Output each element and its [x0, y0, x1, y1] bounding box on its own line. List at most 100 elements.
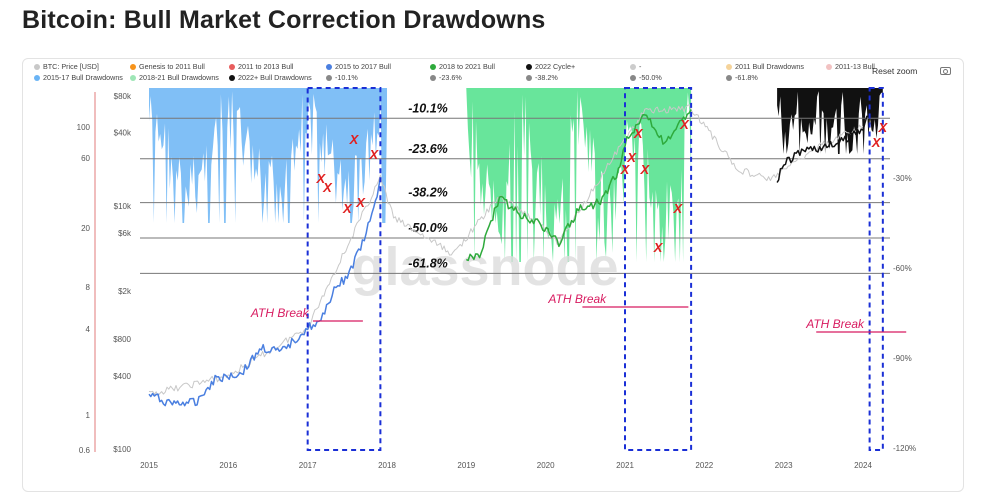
legend-swatch — [726, 74, 732, 81]
y-ratio-tick-label: 8 — [86, 283, 91, 292]
correction-x-mark: X — [653, 240, 664, 255]
legend-label: 2015 to 2017 Bull — [335, 62, 391, 71]
legend-label: Genesis to 2011 Bull — [139, 62, 205, 71]
correction-x-mark: X — [673, 201, 684, 216]
legend-label: -61.8% — [735, 73, 758, 82]
y-price-tick-label: $800 — [113, 335, 131, 344]
legend-item[interactable]: 2018-21 Bull Drawdowns — [130, 73, 219, 82]
legend-label: 2011 Bull Drawdowns — [735, 62, 804, 71]
legend-swatch — [826, 63, 832, 70]
y-price-tick-label: $40k — [114, 129, 132, 138]
x-tick-label: 2015 — [140, 461, 158, 470]
y-drawdown-tick-label: -30% — [893, 174, 912, 183]
legend-item[interactable]: 2011 Bull Drawdowns — [726, 62, 804, 71]
drawdown-level-label: -61.8% — [408, 256, 448, 270]
legend-swatch — [630, 63, 636, 70]
ath-break-label: ATH Break — [547, 292, 607, 306]
legend-swatch — [130, 74, 136, 81]
y-ratio-tick-label: 20 — [81, 224, 90, 233]
price-series-line — [776, 102, 877, 183]
watermark: glassnode — [351, 237, 618, 297]
legend-item[interactable]: 2022+ Bull Drawdowns — [229, 73, 312, 82]
highlight-range-box — [624, 87, 693, 451]
legend-swatch — [326, 63, 332, 70]
ath-break-label: ATH Break — [250, 306, 310, 320]
y-price-tick-label: $80k — [114, 92, 132, 101]
legend-swatch — [229, 63, 235, 70]
legend-item[interactable]: 2015 to 2017 Bull — [326, 62, 391, 71]
chart-legend: BTC: Price [USD] Genesis to 2011 Bull 2011… — [34, 62, 875, 88]
correction-x-mark: X — [349, 132, 360, 147]
legend-swatch — [229, 74, 235, 81]
legend-item[interactable]: 2015-17 Bull Drawdowns — [34, 73, 123, 82]
legend-item[interactable]: 2018 to 2021 Bull — [430, 62, 495, 71]
y-price-tick-label: $10k — [114, 202, 132, 211]
drawdown-level-label: -10.1% — [408, 101, 448, 115]
y-ratio-tick-label: 60 — [81, 154, 90, 163]
drawdown-area — [149, 88, 387, 223]
y-price-tick-label: $2k — [118, 287, 132, 296]
y-price-tick-label: $400 — [113, 372, 131, 381]
x-tick-label: 2017 — [299, 461, 317, 470]
correction-x-mark: X — [316, 171, 327, 186]
legend-swatch — [630, 74, 636, 81]
legend-label: 2011 to 2013 Bull — [238, 62, 294, 71]
legend-item[interactable]: -61.8% — [726, 73, 758, 82]
legend-label: 2015-17 Bull Drawdowns — [43, 73, 123, 82]
price-series-line — [466, 109, 692, 262]
price-series-line — [148, 177, 382, 407]
legend-item[interactable]: BTC: Price [USD] — [34, 62, 99, 71]
drawdown-area — [777, 88, 883, 154]
legend-item[interactable]: -23.6% — [430, 73, 462, 82]
x-tick-label: 2023 — [775, 461, 793, 470]
legend-swatch — [526, 74, 532, 81]
x-tick-label: 2020 — [537, 461, 555, 470]
legend-label: BTC: Price [USD] — [43, 62, 99, 71]
legend-label: 2018-21 Bull Drawdowns — [139, 73, 219, 82]
drawdown-level-label: -50.0% — [408, 221, 448, 235]
legend-label: 2011-13 Bull — [835, 62, 875, 71]
correction-x-mark: X — [877, 120, 888, 135]
drawdown-area — [466, 88, 692, 262]
correction-x-mark: X — [355, 195, 366, 210]
page-title: Bitcoin: Bull Market Correction Drawdown… — [22, 6, 546, 34]
ath-break-label: ATH Break — [805, 317, 865, 331]
legend-swatch — [130, 63, 136, 70]
legend-label: -23.6% — [439, 73, 462, 82]
legend-item[interactable]: -38.2% — [526, 73, 558, 82]
legend-swatch — [430, 63, 436, 70]
legend-label: 2022+ Bull Drawdowns — [238, 73, 312, 82]
y-drawdown-tick-label: -90% — [893, 354, 912, 363]
legend-item[interactable]: -50.0% — [630, 73, 662, 82]
camera-icon[interactable] — [940, 67, 951, 75]
legend-label: 2022 Cycle+ — [535, 62, 576, 71]
correction-x-mark: X — [679, 117, 690, 132]
legend-item[interactable]: 2011-13 Bull — [826, 62, 875, 71]
correction-x-mark: X — [368, 147, 379, 162]
x-tick-label: 2022 — [695, 461, 713, 470]
legend-swatch — [430, 74, 436, 81]
legend-item[interactable]: -10.1% — [326, 73, 358, 82]
reset-zoom-button[interactable]: Reset zoom — [872, 66, 918, 76]
legend-item[interactable]: - — [630, 62, 641, 71]
correction-x-mark: X — [620, 162, 631, 177]
correction-x-mark: X — [626, 150, 637, 165]
correction-x-mark: X — [639, 162, 650, 177]
y-ratio-tick-label: 1 — [86, 411, 91, 420]
legend-swatch — [34, 74, 40, 81]
y-ratio-tick-label: 4 — [86, 325, 91, 334]
legend-label: -10.1% — [335, 73, 358, 82]
legend-label: - — [639, 62, 642, 71]
y-price-tick-label: $6k — [118, 229, 132, 238]
legend-item[interactable]: 2011 to 2013 Bull — [229, 62, 293, 71]
legend-item[interactable]: Genesis to 2011 Bull — [130, 62, 205, 71]
y-drawdown-tick-label: -60% — [893, 264, 912, 273]
y-ratio-tick-label: 0.6 — [79, 446, 91, 455]
legend-label: -38.2% — [535, 73, 558, 82]
legend-swatch — [726, 63, 732, 70]
legend-swatch — [34, 63, 40, 70]
legend-swatch — [326, 74, 332, 81]
y-drawdown-tick-label: -120% — [893, 444, 916, 453]
x-tick-label: 2024 — [854, 461, 872, 470]
legend-item[interactable]: 2022 Cycle+ — [526, 62, 575, 71]
